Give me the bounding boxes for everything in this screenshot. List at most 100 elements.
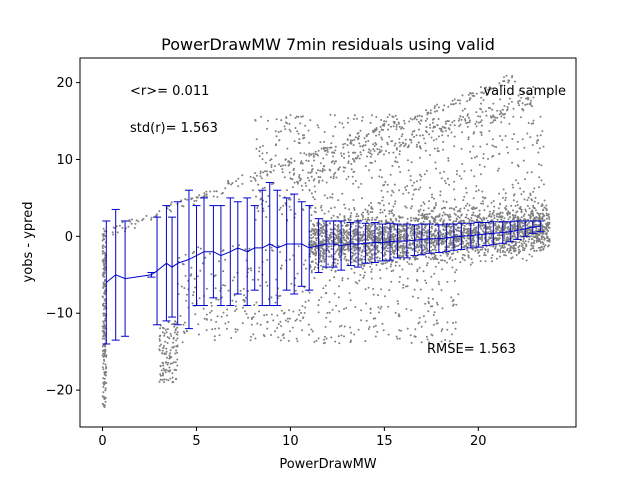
scatter-point <box>542 225 545 228</box>
scatter-point <box>418 218 420 220</box>
scatter-point <box>439 172 442 174</box>
scatter-point <box>395 335 398 338</box>
scatter-point <box>430 233 433 236</box>
scatter-point <box>323 131 326 133</box>
scatter-point <box>376 223 379 225</box>
scatter-point <box>479 238 482 241</box>
scatter-point <box>185 299 188 302</box>
scatter-point <box>331 264 334 267</box>
scatter-point <box>161 349 164 352</box>
scatter-point <box>427 302 430 305</box>
scatter-point <box>464 118 467 121</box>
scatter-point <box>487 215 490 218</box>
scatter-point <box>457 244 460 247</box>
scatter-point <box>378 130 381 133</box>
scatter-point <box>329 320 332 323</box>
scatter-point <box>186 198 189 201</box>
scatter-point <box>284 202 287 204</box>
scatter-point <box>490 201 493 204</box>
scatter-point <box>437 281 440 283</box>
scatter-point <box>378 151 381 154</box>
scatter-point <box>334 149 337 152</box>
scatter-point <box>435 243 438 246</box>
scatter-point <box>333 276 336 279</box>
scatter-point <box>494 224 497 227</box>
scatter-point <box>464 228 467 231</box>
scatter-point <box>422 228 425 231</box>
scatter-point <box>367 328 370 330</box>
scatter-point <box>504 196 507 199</box>
scatter-point <box>325 153 328 156</box>
scatter-point <box>464 119 467 122</box>
scatter-point <box>410 141 413 144</box>
scatter-point <box>540 246 543 249</box>
scatter-point <box>163 344 166 347</box>
scatter-point <box>244 248 247 251</box>
scatter-point <box>343 257 346 260</box>
scatter-point <box>379 268 381 271</box>
scatter-point <box>258 155 261 157</box>
scatter-point <box>304 124 307 127</box>
scatter-point <box>501 84 504 87</box>
scatter-point <box>451 253 453 255</box>
scatter-point <box>468 218 471 221</box>
scatter-point <box>368 218 371 221</box>
scatter-point <box>367 216 370 219</box>
scatter-point <box>451 225 454 228</box>
scatter-point <box>393 183 396 186</box>
scatter-point <box>453 198 456 201</box>
scatter-point <box>430 226 433 229</box>
scatter-point <box>102 238 105 241</box>
scatter-point <box>537 218 540 221</box>
scatter-point <box>205 193 208 196</box>
scatter-point <box>267 195 270 197</box>
scatter-point <box>349 214 352 217</box>
scatter-point <box>394 264 397 267</box>
scatter-point <box>367 151 370 154</box>
scatter-point <box>418 245 421 248</box>
scatter-point <box>423 203 426 205</box>
scatter-point <box>315 171 318 174</box>
scatter-point <box>371 232 374 235</box>
scatter-point <box>466 237 469 240</box>
scatter-point <box>459 123 462 126</box>
scatter-point <box>168 366 171 369</box>
scatter-point <box>334 264 337 267</box>
scatter-point <box>484 260 487 263</box>
scatter-point <box>506 108 509 111</box>
scatter-point <box>527 122 530 124</box>
scatter-point <box>492 154 495 157</box>
scatter-point <box>342 242 345 245</box>
scatter-band-lower-diagonal <box>289 86 535 196</box>
scatter-point <box>524 218 527 221</box>
scatter-point <box>175 339 178 342</box>
scatter-point <box>514 204 517 207</box>
scatter-point <box>475 185 478 187</box>
scatter-point <box>358 135 360 138</box>
scatter-point <box>393 122 396 125</box>
scatter-point <box>433 230 436 233</box>
scatter-point <box>103 260 106 263</box>
scatter-point <box>294 116 297 119</box>
scatter-point <box>104 245 106 248</box>
scatter-point <box>310 237 313 240</box>
scatter-point <box>337 239 340 242</box>
std-residual-label: std(r)= 1.563 <box>130 121 218 136</box>
scatter-point <box>416 268 419 271</box>
scatter-point <box>441 207 443 210</box>
scatter-point <box>380 119 383 121</box>
scatter-point <box>330 245 333 248</box>
scatter-point <box>442 148 444 151</box>
scatter-point <box>447 253 450 255</box>
scatter-point <box>455 217 458 220</box>
scatter-point <box>538 176 541 179</box>
scatter-point <box>412 233 415 236</box>
scatter-point <box>168 337 171 340</box>
scatter-point <box>362 224 365 227</box>
scatter-point <box>353 229 355 231</box>
scatter-point <box>328 301 331 303</box>
scatter-point <box>393 235 396 238</box>
scatter-point <box>487 231 490 234</box>
scatter-point <box>168 208 171 211</box>
scatter-point <box>274 144 277 147</box>
